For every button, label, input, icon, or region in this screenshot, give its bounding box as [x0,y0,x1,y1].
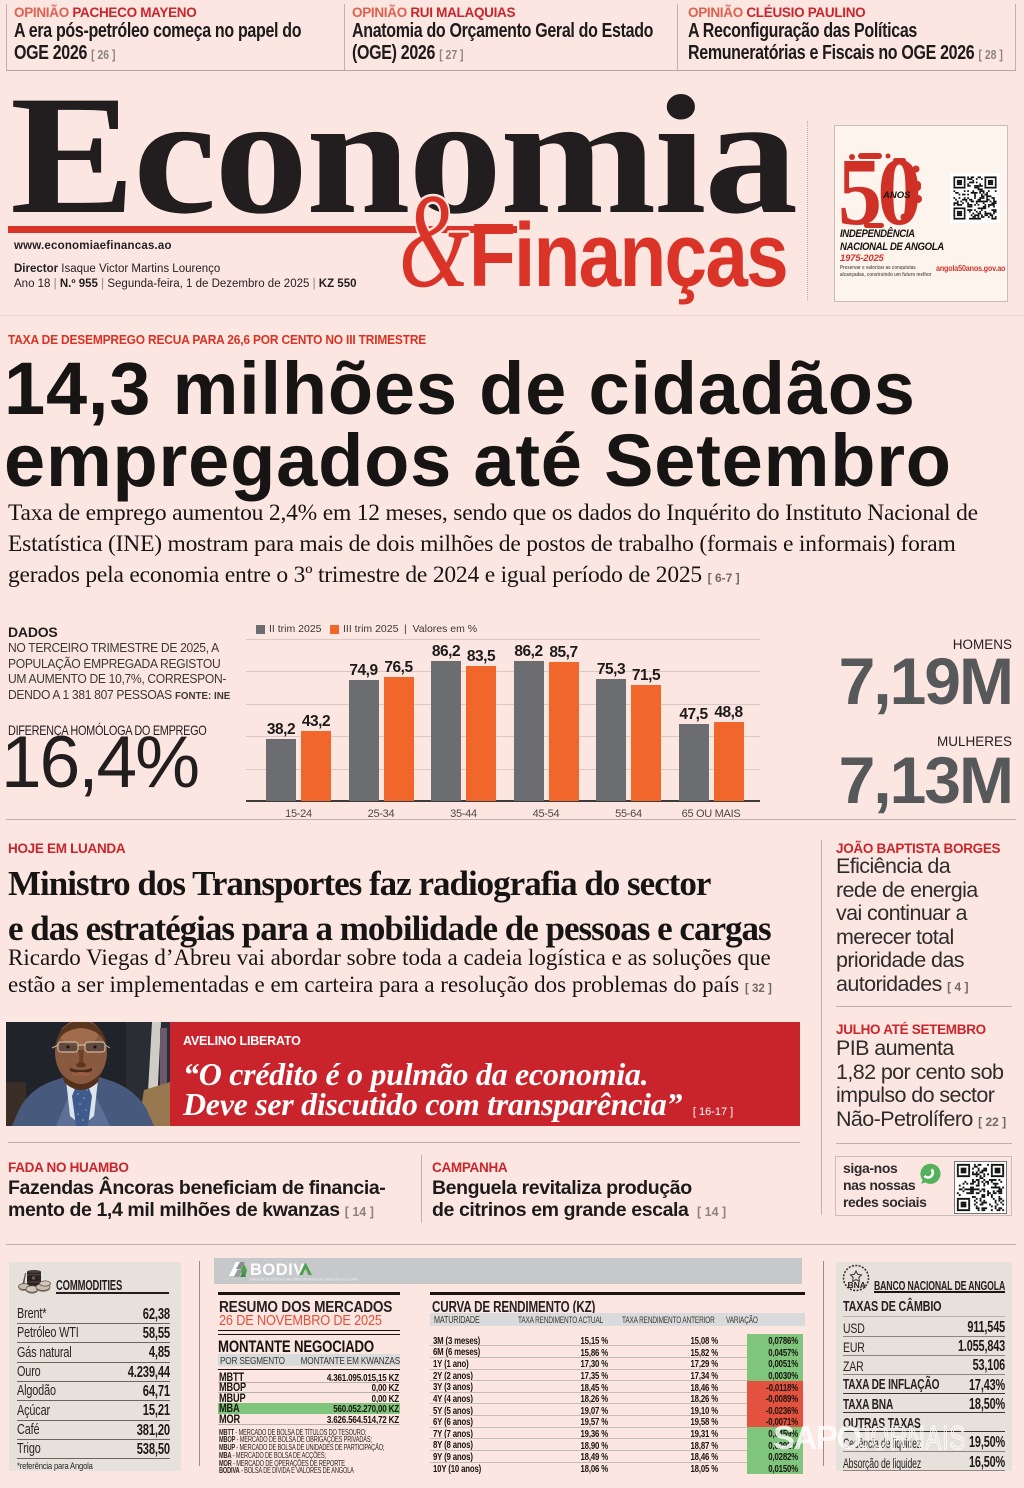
svg-text:BNA: BNA [848,1280,866,1290]
svg-text:A BOLSA DE DÍVIDA E VALORES DE: A BOLSA DE DÍVIDA E VALORES DE ANGOLA · … [250,1278,358,1282]
svg-text:BODIV: BODIV [250,1261,305,1279]
svg-text:ANOS: ANOS [882,190,911,201]
svg-text:50: 50 [838,153,919,228]
